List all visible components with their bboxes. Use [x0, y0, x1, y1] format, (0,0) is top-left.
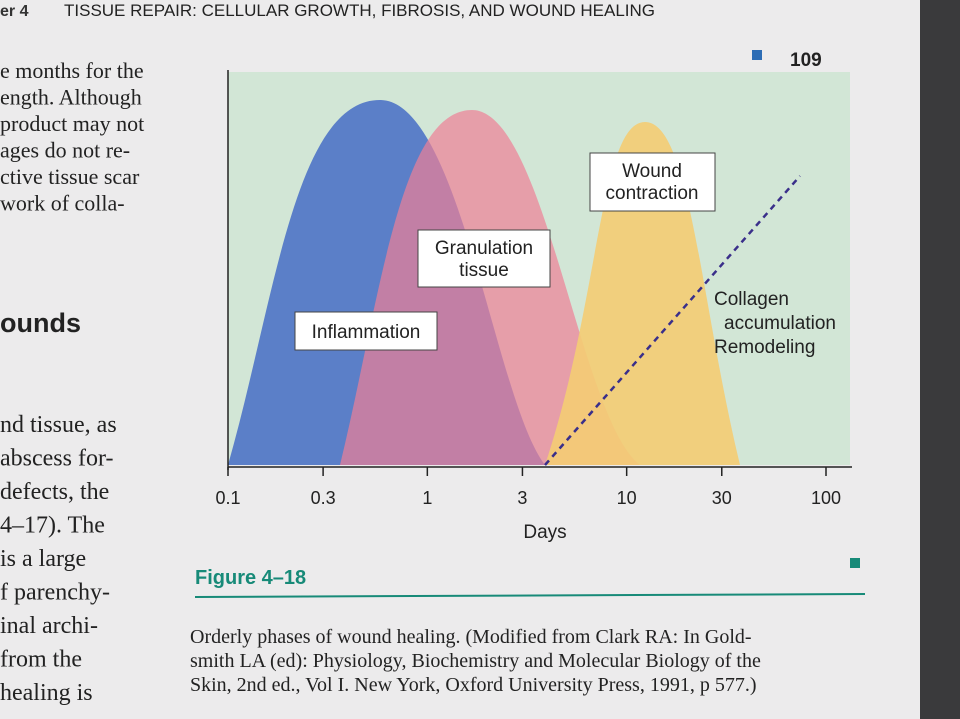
phase-label-text: accumulation: [724, 313, 836, 334]
x-tick-label: 0.1: [215, 488, 240, 508]
rule: [194, 593, 866, 598]
label-box: [589, 152, 716, 212]
body-line: ages do not re-: [0, 138, 130, 163]
phase-label-text: Wound contraction: [606, 161, 699, 204]
x-tick-label: 30: [712, 488, 732, 508]
x-ticks: 0.1 0.3 1 3 10 30 100: [215, 467, 841, 508]
x-tick-label: 1: [422, 488, 432, 508]
body-line: is a large: [0, 546, 86, 572]
body-line: defects, the: [0, 479, 109, 505]
label-box: [417, 229, 551, 288]
section-heading: ounds: [0, 308, 81, 338]
body-line: ength. Although: [0, 85, 142, 110]
body-line: nd tissue, as: [0, 412, 117, 438]
x-tick-label: 100: [811, 488, 841, 508]
contraction-curve: [545, 122, 740, 465]
x-tick-label: 0.3: [311, 488, 336, 508]
phase-label: Collagen accumulation Remodeling: [714, 289, 836, 358]
body-line: e months for the: [0, 58, 144, 83]
x-tick-label: 3: [517, 488, 527, 508]
page-number: 109: [790, 50, 822, 71]
phase-label-text: Remodeling: [714, 337, 815, 358]
phase-label: Granulation tissue: [435, 238, 533, 281]
caption-line: Orderly phases of wound healing. (Modifi…: [190, 626, 752, 648]
caption: Orderly phases of wound healing. (Modifi…: [190, 626, 761, 696]
body-line: 4–17). The: [0, 513, 105, 539]
body-line: from the: [0, 647, 82, 673]
phase-label: Inflammation: [312, 322, 421, 343]
running-title: TISSUE REPAIR: CELLULAR GROWTH, FIBROSIS…: [64, 1, 655, 20]
body-line: product may not: [0, 111, 144, 136]
caption-line: Skin, 2nd ed., Vol I. New York, Oxford U…: [190, 674, 756, 696]
x-tick-label: 10: [617, 488, 637, 508]
label-box: [294, 311, 438, 351]
marker: [752, 50, 762, 60]
phase-label: Wound contraction: [606, 161, 699, 204]
body-line: f parenchy-: [0, 580, 110, 606]
collagen-line: [544, 175, 801, 466]
marker: [850, 558, 860, 568]
body-line: abscess for-: [0, 446, 113, 472]
chapter: er 4: [0, 3, 29, 20]
figure-number: Figure 4–18: [195, 567, 306, 589]
caption-line: smith LA (ed): Physiology, Biochemistry …: [190, 650, 761, 672]
phase-label-text: Granulation tissue: [435, 238, 533, 281]
body-line: work of colla-: [0, 191, 125, 216]
x-axis-label: Days: [523, 522, 566, 543]
body-line: ctive tissue scar: [0, 164, 140, 189]
figure: 0.1 0.3 1 3 10 30 100 Days Inflammation Granul…: [190, 70, 866, 696]
body-line: inal archi-: [0, 613, 98, 639]
phase-label-text: Collagen: [714, 289, 789, 310]
body-line: healing is: [0, 680, 93, 706]
